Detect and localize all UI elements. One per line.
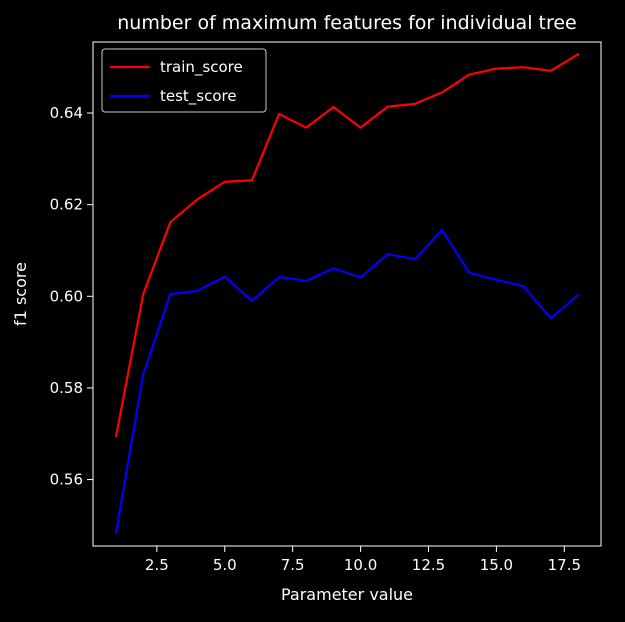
y-axis: 0.56 0.58 0.60 0.62 0.64 (50, 104, 93, 489)
legend-label-test-score: test_score (160, 87, 237, 106)
y-tick-label: 0.62 (50, 196, 83, 214)
legend-label-train-score: train_score (160, 58, 243, 77)
y-tick-label: 0.60 (50, 287, 83, 305)
x-tick-label: 7.5 (281, 556, 305, 574)
x-tick-label: 10.0 (344, 556, 377, 574)
x-tick-label: 12.5 (412, 556, 445, 574)
plot-area: 2.5 5.0 7.5 10.0 12.5 15.0 17.5 0.560.580.600.… (50, 41, 602, 574)
series-lines (114, 52, 580, 534)
x-axis-label: Parameter value (281, 585, 413, 604)
y-tick-label: 0.58 (50, 379, 83, 397)
x-tick-label: 5.0 (213, 556, 237, 574)
x-tick-label: 15.0 (480, 556, 513, 574)
x-tick-label: 17.5 (548, 556, 581, 574)
legend: train_score test_score (101, 48, 267, 113)
y-tick-label: 0.64 (50, 104, 83, 122)
series-line-train-score (114, 52, 580, 438)
plot-frame (92, 41, 602, 547)
series-line-test-score (114, 228, 580, 534)
x-axis: 2.5 5.0 7.5 10.0 12.5 15.0 17.5 (145, 546, 581, 574)
x-tick-label: 2.5 (145, 556, 169, 574)
legend-entries: train_score test_score (110, 58, 243, 106)
chart-title: number of maximum features for individua… (117, 12, 577, 34)
y-tick-label: 0.56 (50, 471, 83, 489)
y-axis-label: f1 score (11, 262, 30, 326)
